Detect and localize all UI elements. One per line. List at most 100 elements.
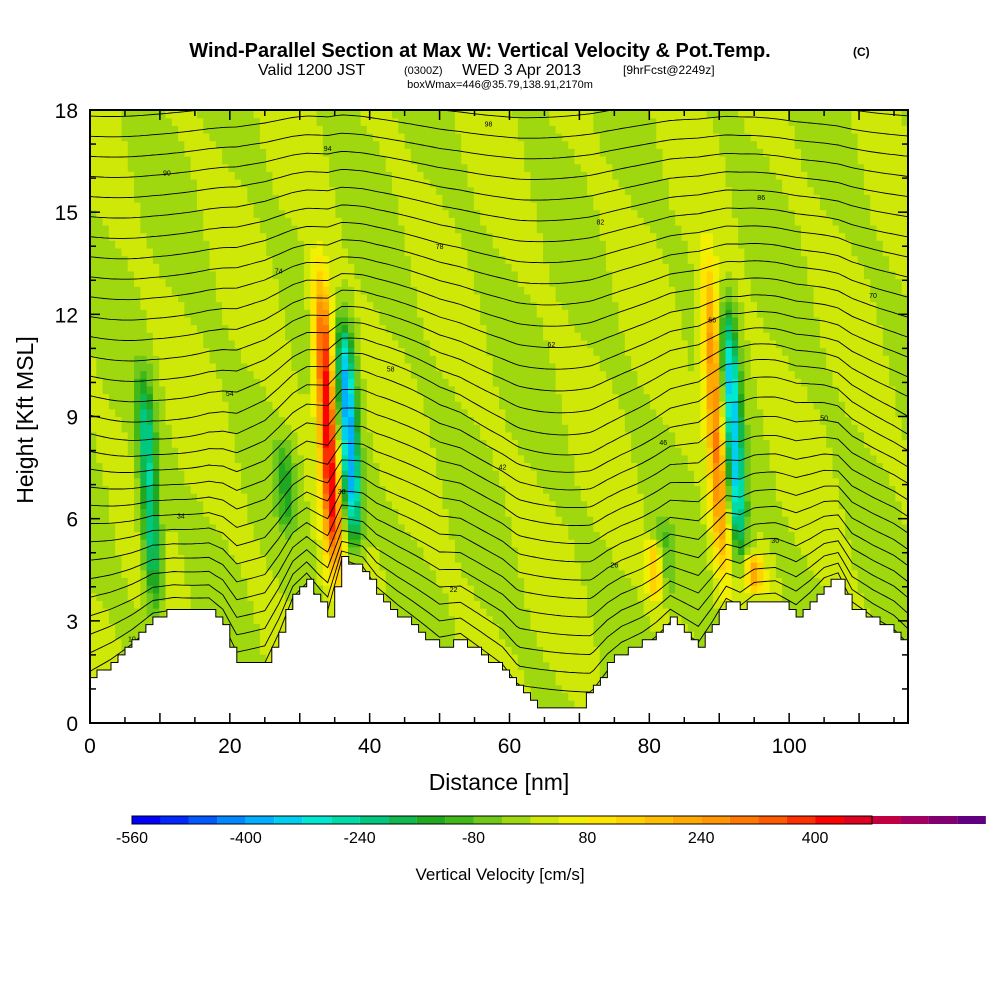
velocity-cell — [115, 554, 123, 563]
velocity-cell — [234, 186, 242, 195]
velocity-cell — [90, 148, 97, 157]
velocity-cell — [178, 531, 185, 540]
velocity-cell — [354, 462, 362, 471]
velocity-cell — [417, 362, 425, 372]
velocity-cell — [291, 125, 299, 134]
velocity-cell — [115, 316, 123, 326]
velocity-cell — [203, 470, 211, 479]
velocity-cell — [222, 255, 230, 264]
velocity-cell — [159, 209, 167, 218]
velocity-cell — [448, 125, 456, 134]
velocity-cell — [354, 470, 362, 479]
velocity-cell — [259, 608, 267, 617]
velocity-cell — [454, 408, 462, 418]
velocity-cell — [184, 408, 192, 418]
velocity-cell — [96, 592, 104, 601]
velocity-cell — [241, 577, 248, 586]
velocity-cell — [203, 309, 211, 318]
velocity-cell — [335, 186, 343, 195]
velocity-cell — [272, 209, 280, 218]
velocity-cell — [247, 600, 255, 609]
velocity-cell — [266, 500, 274, 510]
velocity-cell — [385, 378, 393, 387]
velocity-cell — [190, 569, 198, 579]
velocity-cell — [134, 416, 141, 425]
velocity-cell — [203, 278, 211, 287]
velocity-cell — [360, 316, 368, 326]
velocity-cell — [165, 255, 173, 264]
velocity-cell — [366, 431, 374, 441]
velocity-cell — [278, 163, 286, 172]
velocity-cell — [410, 447, 418, 456]
velocity-cell — [121, 608, 129, 617]
velocity-cell — [102, 316, 110, 326]
velocity-cell — [467, 110, 475, 119]
velocity-cell — [96, 470, 104, 479]
velocity-cell — [297, 416, 305, 425]
velocity-cell — [96, 117, 104, 126]
velocity-cell — [448, 255, 456, 264]
velocity-cell — [247, 270, 255, 280]
velocity-cell — [140, 270, 148, 280]
velocity-cell — [398, 316, 406, 326]
velocity-cell — [259, 247, 267, 257]
velocity-cell — [247, 447, 255, 456]
velocity-cell — [404, 454, 412, 464]
velocity-cell — [329, 309, 336, 318]
velocity-cell — [121, 562, 129, 571]
velocity-cell — [467, 140, 475, 149]
velocity-cell — [410, 523, 418, 533]
velocity-cell — [322, 339, 330, 349]
velocity-cell — [222, 224, 230, 234]
velocity-cell — [159, 286, 167, 295]
velocity-cell — [209, 531, 217, 540]
velocity-cell — [108, 309, 116, 318]
velocity-cell — [285, 155, 292, 165]
velocity-cell — [379, 194, 387, 203]
velocity-cell — [222, 485, 230, 494]
velocity-cell — [410, 585, 418, 594]
velocity-cell — [196, 339, 204, 349]
velocity-cell — [329, 293, 336, 303]
velocity-cell — [140, 408, 148, 418]
velocity-cell — [108, 232, 116, 241]
velocity-cell — [410, 439, 418, 448]
velocity-cell — [329, 140, 336, 149]
velocity-cell — [467, 615, 475, 624]
velocity-cell — [322, 424, 330, 433]
velocity-cell — [467, 278, 475, 287]
velocity-cell — [373, 148, 381, 157]
velocity-cell — [473, 500, 481, 510]
velocity-cell — [360, 470, 368, 479]
velocity-cell — [285, 117, 292, 126]
velocity-cell — [322, 554, 330, 563]
velocity-cell — [171, 224, 179, 234]
velocity-cell — [454, 378, 462, 387]
velocity-cell — [140, 385, 148, 395]
velocity-cell — [322, 301, 330, 310]
velocity-cell — [134, 278, 141, 287]
velocity-cell — [146, 316, 154, 326]
velocity-cell — [241, 554, 248, 563]
velocity-cell — [385, 424, 393, 433]
velocity-cell — [190, 370, 198, 379]
velocity-cell — [190, 424, 198, 433]
velocity-cell — [442, 171, 450, 180]
velocity-cell — [134, 247, 141, 257]
velocity-cell — [222, 523, 230, 533]
velocity-cell — [108, 224, 116, 234]
velocity-cell — [373, 431, 381, 441]
velocity-cell — [90, 493, 97, 502]
velocity-cell — [379, 240, 387, 249]
velocity-cell — [259, 163, 267, 172]
velocity-cell — [467, 378, 475, 387]
velocity-cell — [241, 508, 248, 517]
velocity-cell — [215, 470, 223, 479]
velocity-cell — [373, 493, 381, 502]
velocity-cell — [392, 462, 399, 471]
velocity-cell — [102, 654, 110, 663]
velocity-cell — [203, 163, 211, 172]
velocity-cell — [373, 125, 381, 134]
velocity-cell — [272, 615, 280, 624]
velocity-cell — [329, 209, 336, 218]
